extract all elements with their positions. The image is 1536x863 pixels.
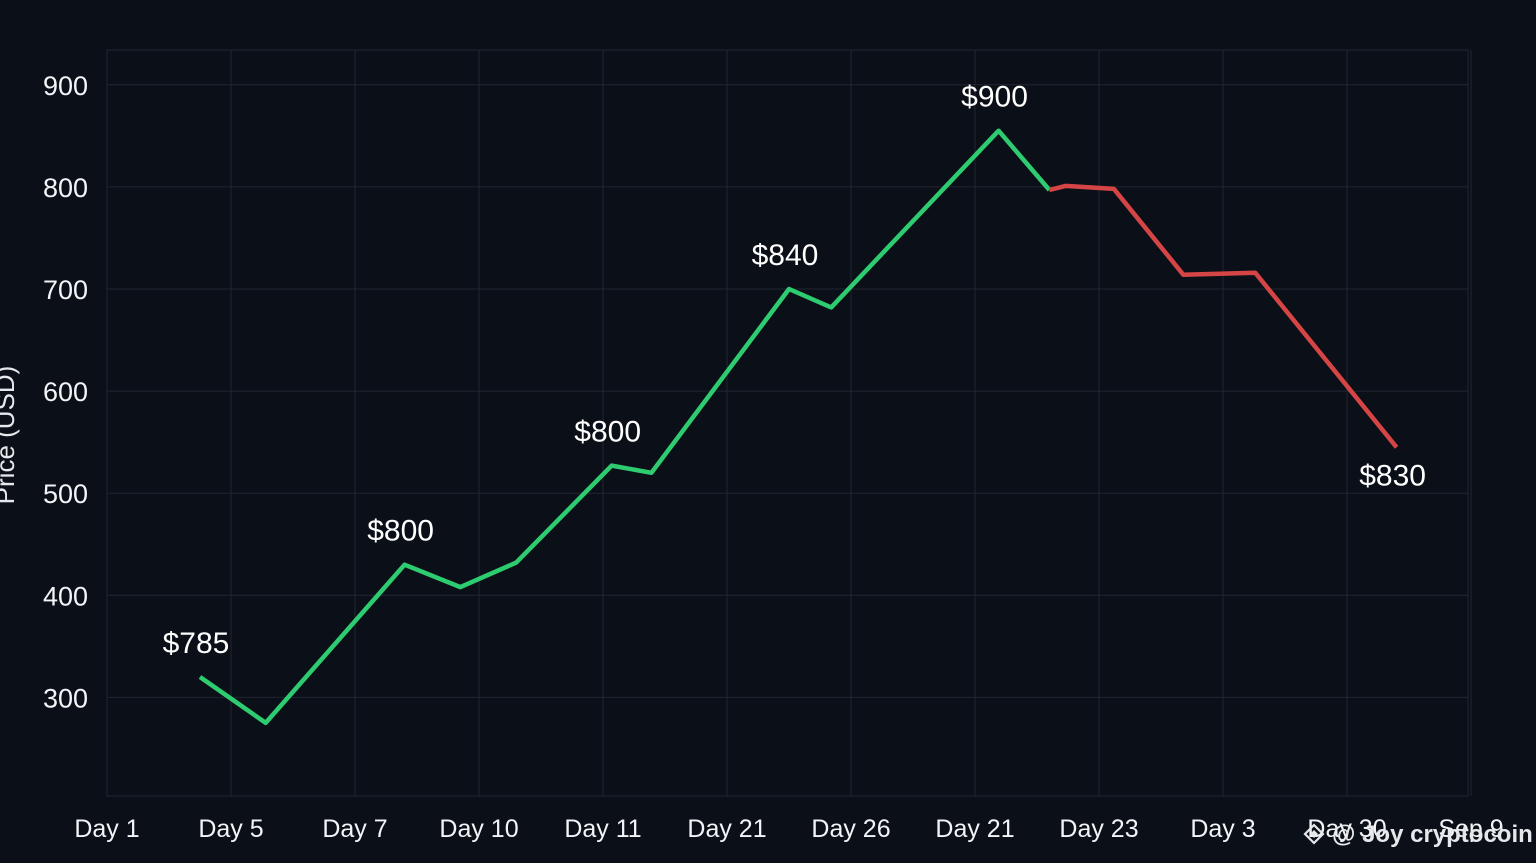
x-tick-label: Day 7: [322, 815, 387, 843]
y-tick-label: 800: [43, 173, 88, 203]
price-annotation: $830: [1359, 459, 1426, 492]
x-tick-label: Day 23: [1059, 815, 1138, 843]
x-tick-label: Day 21: [935, 815, 1014, 843]
watermark-text: @ Joy cryptocoin: [1332, 821, 1533, 848]
x-tick-label: Day 11: [564, 815, 641, 843]
x-tick-label: Day 10: [439, 815, 518, 843]
x-tick-label: Day 3: [1190, 815, 1255, 843]
data-labels: $785 $800 $800 $840 $900 $830: [163, 81, 1426, 660]
x-tick-label: Day 5: [198, 815, 263, 843]
price-annotation: $840: [752, 239, 819, 272]
price-annotation: $900: [961, 81, 1028, 114]
x-axis-ticks: Day 1 Day 5 Day 7 Day 10 Day 11 Day 21 Day 26 D…: [74, 815, 1503, 843]
x-tick-label: Day 26: [811, 815, 890, 843]
plot-area-frame: [106, 49, 1469, 797]
y-tick-label: 400: [43, 581, 88, 611]
y-tick-label: 300: [43, 683, 88, 713]
price-annotation: $785: [163, 627, 230, 660]
watermark: @ Joy cryptocoin: [1303, 821, 1533, 848]
x-tick-label: Day 21: [687, 815, 766, 843]
y-tick-label: 900: [43, 71, 88, 101]
x-tick-label: Day 1: [74, 815, 139, 843]
grid-lines: [106, 49, 1472, 797]
x-tick-label: Day 30: [1307, 815, 1386, 843]
series-line-2: [1048, 183, 1399, 449]
y-axis-ticks: 300 400 500 600 700 800 900: [43, 71, 88, 714]
price-series: [198, 128, 1399, 726]
diamond-logo-icon: [1303, 823, 1325, 845]
y-tick-label: 500: [43, 479, 88, 509]
y-tick-label: 600: [43, 377, 88, 407]
price-annotation: $800: [574, 416, 641, 449]
price-annotation: $800: [367, 515, 434, 548]
x-tick-label: Sep 9: [1438, 815, 1503, 843]
y-tick-label: 700: [43, 275, 88, 305]
y-axis-label: Price (USD): [0, 366, 20, 505]
